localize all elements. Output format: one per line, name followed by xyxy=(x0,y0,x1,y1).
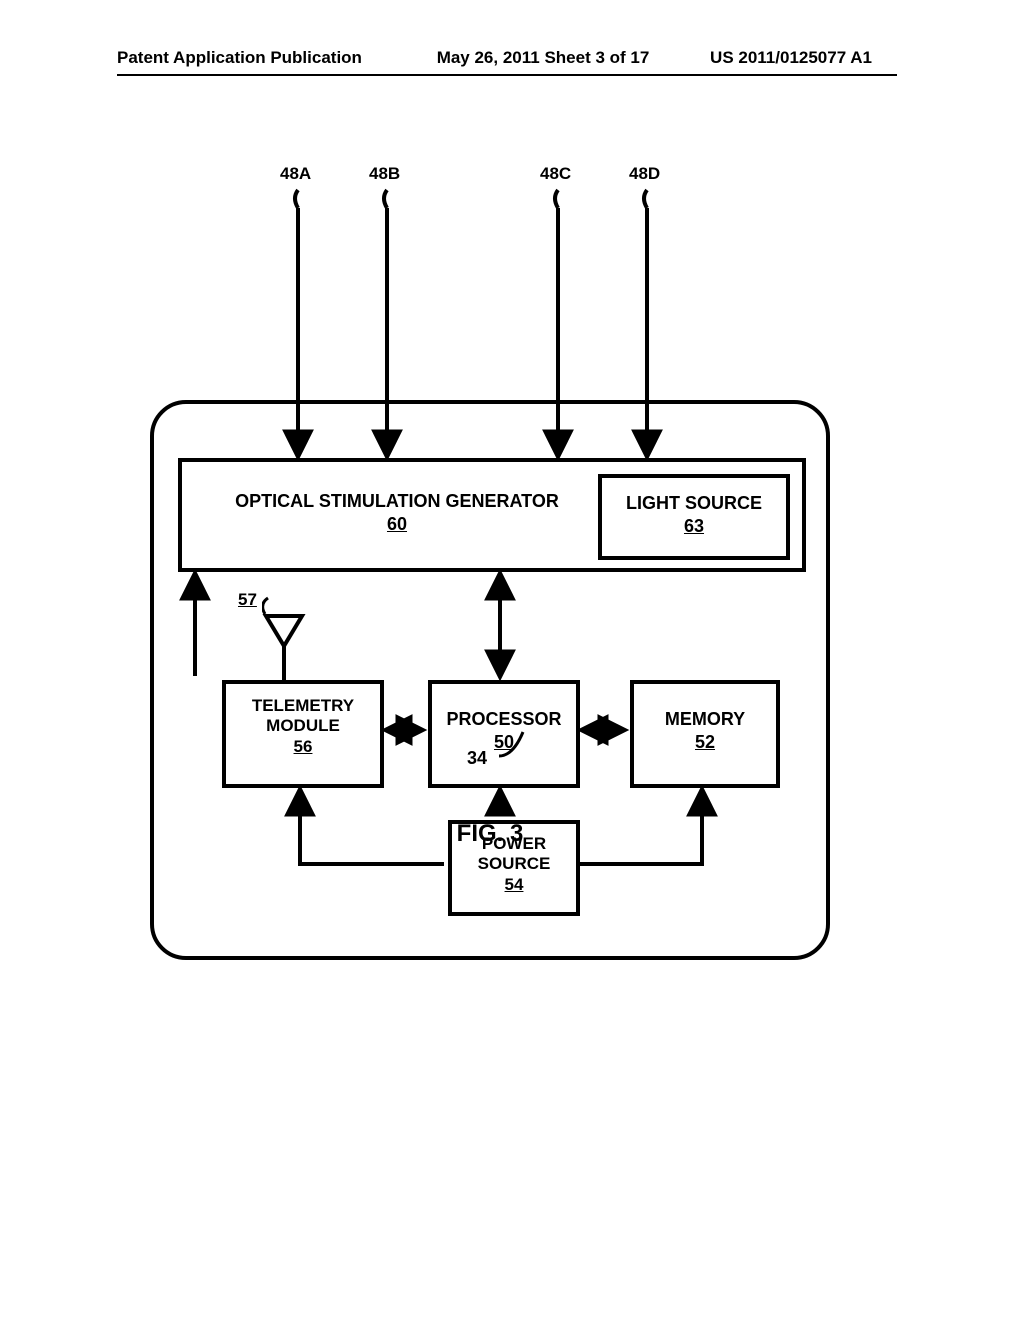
osg-label: OPTICAL STIMULATION GENERATOR 60 xyxy=(212,490,582,537)
device-container: OPTICAL STIMULATION GENERATOR 60 LIGHT S… xyxy=(150,400,830,960)
figure-label: FIG. 3 xyxy=(150,820,830,848)
power-source-title-2: SOURCE xyxy=(478,854,551,873)
page: Patent Application Publication May 26, 2… xyxy=(0,0,1024,1320)
antenna-ref-num: 57 xyxy=(238,590,257,610)
lead-label-48d: 48D xyxy=(629,164,660,184)
memory-title: MEMORY xyxy=(665,709,745,729)
light-source-title: LIGHT SOURCE xyxy=(626,493,762,513)
diagram-figure-3: 48A 48B 48C 48D OPTICAL STIMULATION GENE… xyxy=(150,160,830,1040)
device-ref-num: 34 xyxy=(467,748,487,769)
memory-ref-num: 52 xyxy=(695,732,715,752)
header-mid: May 26, 2011 Sheet 3 of 17 xyxy=(437,48,650,68)
antenna-icon xyxy=(262,596,312,686)
lead-label-48c: 48C xyxy=(540,164,571,184)
lead-label-48b: 48B xyxy=(369,164,400,184)
power-source-ref-num: 54 xyxy=(505,875,524,894)
telemetry-ref-num: 56 xyxy=(294,737,313,756)
device-ref-leader xyxy=(495,722,545,762)
osg-title: OPTICAL STIMULATION GENERATOR xyxy=(235,491,559,511)
telemetry-title-1: TELEMETRY xyxy=(252,696,354,715)
page-header: Patent Application Publication May 26, 2… xyxy=(117,48,897,68)
memory-block: MEMORY 52 xyxy=(630,680,780,788)
light-source-block: LIGHT SOURCE 63 xyxy=(598,474,790,560)
header-left: Patent Application Publication xyxy=(117,48,362,68)
osg-ref-num: 60 xyxy=(387,514,407,534)
optical-stimulation-generator-block: OPTICAL STIMULATION GENERATOR 60 LIGHT S… xyxy=(178,458,806,572)
lead-label-48a: 48A xyxy=(280,164,311,184)
header-right: US 2011/0125077 A1 xyxy=(710,48,872,68)
light-source-ref-num: 63 xyxy=(684,516,704,536)
telemetry-module-block: TELEMETRY MODULE 56 xyxy=(222,680,384,788)
telemetry-title-2: MODULE xyxy=(266,716,340,735)
header-rule xyxy=(117,74,897,76)
